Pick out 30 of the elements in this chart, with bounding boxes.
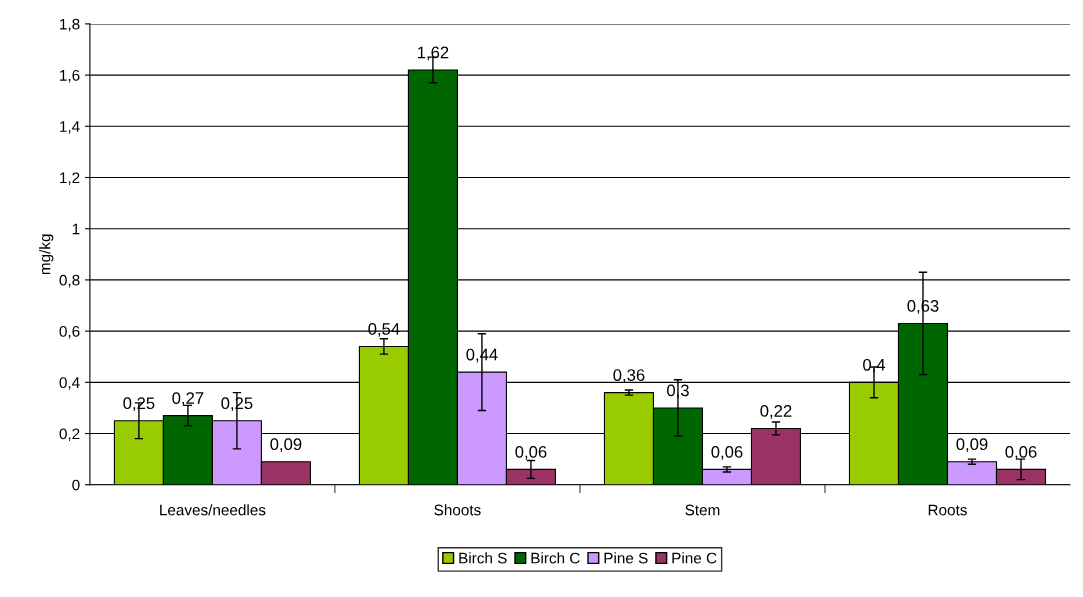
y-tick-label: 0,6: [59, 326, 80, 339]
data-label: 0,22: [760, 405, 792, 419]
x-tick-label: Stem: [685, 504, 720, 516]
y-axis-title: mg/kg: [39, 234, 54, 275]
data-label: 0,25: [123, 397, 155, 412]
y-tick-label: 0,2: [59, 428, 80, 442]
data-label: 0,4: [863, 358, 886, 373]
data-label: 0,06: [711, 445, 743, 460]
y-tick-label: 0,8: [59, 274, 80, 288]
y-tick-label: 1: [72, 223, 80, 235]
y-tick-label: 1,8: [60, 18, 80, 32]
legend-label: Birch C: [531, 552, 580, 564]
data-label: 0,09: [270, 438, 302, 453]
data-label: 0,06: [1005, 445, 1037, 460]
y-tick-label: 1,4: [60, 121, 80, 134]
legend-label: Pine C: [672, 552, 717, 564]
data-label: 0,27: [172, 392, 204, 406]
legend-label: Birch S: [459, 552, 507, 564]
y-tick-label: 0,4: [59, 377, 80, 390]
x-tick-label: Leaves/needles: [160, 504, 266, 516]
x-tick-label: Shoots: [434, 504, 481, 516]
data-label: 0,09: [956, 438, 988, 453]
data-label: 0,36: [613, 369, 645, 383]
data-label: 1,62: [417, 46, 449, 61]
y-tick-label: 1,6: [60, 69, 80, 83]
y-tick-label: 0: [72, 479, 80, 491]
legend-label: Pine S: [604, 552, 648, 564]
data-label: 0,06: [515, 445, 547, 460]
y-tick-label: 1,2: [60, 172, 80, 185]
x-tick-label: Roots: [928, 504, 967, 516]
